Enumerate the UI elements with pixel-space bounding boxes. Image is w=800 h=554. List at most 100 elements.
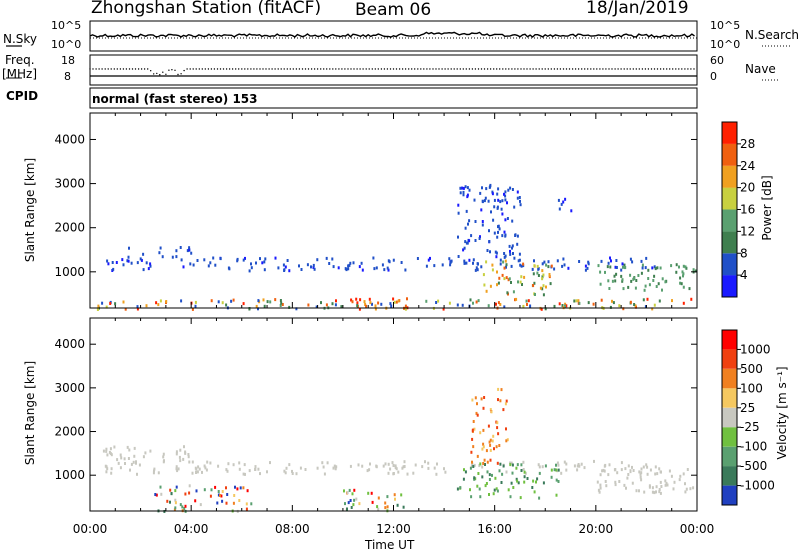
velocity-echo-cell	[384, 501, 387, 505]
velocity-echo-cell	[665, 481, 668, 485]
power-echo-cell	[501, 212, 504, 216]
power-echo-cell	[489, 183, 492, 187]
velocity-echo-cell	[245, 507, 248, 511]
power-echo-cell	[283, 268, 286, 272]
velocity-echo-cell	[673, 480, 676, 484]
power-echo-cell	[165, 300, 168, 303]
power-echo-cell	[600, 259, 603, 263]
power-echo-cell	[481, 223, 484, 227]
power-colorbar-cell	[722, 122, 737, 144]
velocity-echo-cell	[402, 505, 405, 509]
velocity-echo-cell	[488, 478, 491, 481]
nave-point	[125, 68, 128, 70]
velocity-echo-cell	[627, 464, 630, 468]
velocity-echo-cell	[238, 499, 241, 502]
power-echo-cell	[521, 283, 523, 286]
velocity-echo-cell	[493, 488, 496, 492]
nave-point	[128, 68, 131, 70]
velocity-echo-cell	[509, 495, 512, 499]
velocity-echo-cell	[580, 462, 583, 466]
power-echo-cell	[497, 230, 499, 234]
power-echo-cell	[349, 261, 352, 265]
velocity-echo-cell	[367, 491, 370, 495]
nsky-label: N.Sky	[3, 32, 38, 46]
velocity-echo-cell	[536, 477, 539, 481]
power-echo-cell	[523, 275, 526, 279]
nave-point	[295, 68, 298, 70]
power-echo-cell	[230, 299, 233, 303]
power-echo-cell	[457, 203, 460, 207]
nave-point	[107, 68, 109, 70]
power-echo-cell	[587, 301, 590, 305]
xtick-label: 04:00	[174, 522, 209, 536]
nave-point	[632, 68, 634, 70]
velocity-echo-cell	[498, 444, 501, 447]
power-echo-cell	[560, 202, 563, 206]
power-echo-cell	[517, 280, 519, 284]
power-echo-cell	[490, 210, 492, 214]
velocity-echo-cell	[473, 476, 476, 480]
power-echo-cell	[540, 307, 543, 311]
velocity-echo-cell	[471, 462, 474, 466]
velocity-echo-cell	[394, 497, 396, 501]
nave-point	[271, 68, 273, 70]
velocity-echo-cell	[682, 472, 685, 476]
velocity-echo-cell	[516, 479, 519, 483]
power-echo-cell	[503, 277, 506, 281]
nave-point	[465, 68, 467, 70]
velocity-echo-cell	[350, 506, 353, 509]
nave-point	[538, 68, 540, 70]
velocity-echo-cell	[614, 480, 617, 484]
velocity-echo-cell	[599, 473, 602, 477]
velocity-echo-cell	[389, 467, 392, 471]
velocity-echo-cell	[499, 462, 502, 466]
velocity-echo-cell	[269, 461, 271, 465]
nave-point	[301, 68, 304, 70]
nave-point	[429, 68, 431, 70]
power-echo-cell	[277, 266, 280, 270]
nave-point	[137, 68, 140, 70]
power-echo-cell	[196, 259, 199, 262]
power-echo-cell	[194, 304, 197, 308]
nave-point	[650, 68, 653, 70]
velocity-echo-cell	[188, 491, 191, 495]
velocity-echo-cell	[482, 442, 485, 446]
power-echo-cell	[531, 267, 534, 271]
power-echo-cell	[547, 265, 550, 269]
power-echo-cell	[124, 307, 127, 311]
power-echo-cell	[464, 226, 467, 230]
nave-point	[304, 68, 307, 70]
velocity-echo-cell	[384, 506, 387, 510]
power-echo-cell	[348, 263, 351, 267]
power-echo-cell	[468, 239, 471, 243]
velocity-echo-cell	[478, 487, 481, 491]
velocity-echo-cell	[346, 491, 349, 495]
velocity-echo-cell	[194, 499, 197, 503]
power-echo-cell	[645, 256, 648, 260]
velocity-echo-cell	[153, 467, 156, 471]
velocity-echo-cell	[406, 472, 409, 476]
velocity-echo-cell	[496, 461, 499, 465]
power-echo-cell	[499, 258, 502, 262]
cpid-panel-frame	[89, 87, 698, 109]
power-echo-cell	[684, 265, 687, 269]
velocity-echo-cell	[555, 478, 558, 482]
power-echo-cell	[352, 261, 355, 265]
power-echo-cell	[464, 185, 467, 189]
velocity-echo-cell	[198, 467, 201, 471]
power-echo-cell	[489, 284, 492, 288]
velocity-echo-cell	[353, 488, 356, 492]
power-echo-cell	[207, 264, 210, 268]
velocity-echo-cell	[484, 484, 487, 488]
power-echo-cell	[661, 277, 664, 281]
nave-point	[235, 68, 237, 70]
power-echo-cell	[518, 196, 521, 199]
velocity-echo-cell	[544, 464, 547, 468]
power-echo-cell	[463, 259, 466, 263]
nave-point	[347, 68, 349, 70]
velocity-echo-cell	[204, 466, 207, 470]
power-echo-cell	[214, 263, 217, 267]
power-echo-cell	[470, 234, 473, 238]
power-echo-cell	[284, 265, 287, 269]
velocity-echo-cell	[295, 472, 298, 476]
